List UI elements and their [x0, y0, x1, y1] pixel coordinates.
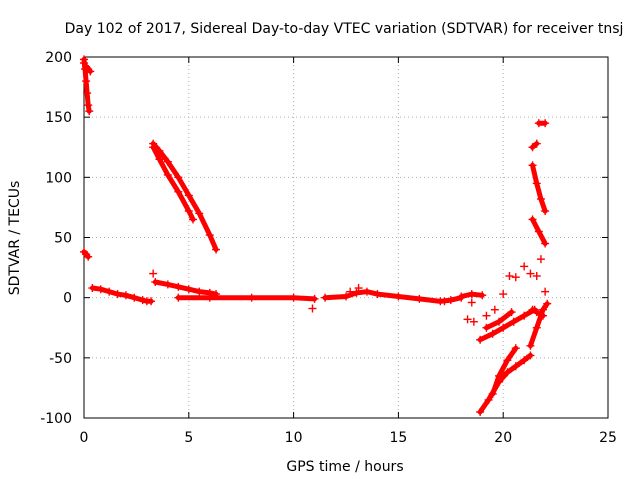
data-layer: [80, 55, 552, 416]
y-tick-label: 150: [45, 110, 72, 126]
x-tick-label: 20: [494, 430, 512, 446]
series-arc-rise-5: [534, 119, 550, 128]
grid-layer: [84, 57, 608, 418]
y-tick-label: -100: [40, 411, 72, 427]
x-tick-label: 10: [285, 430, 303, 446]
series-trace: [81, 60, 93, 74]
series-arc-late-plateau: [457, 290, 487, 301]
series-arc-rise-4: [528, 139, 541, 152]
series-arc-descending-1: [149, 139, 221, 254]
x-axis-label: GPS time / hours: [286, 459, 403, 475]
x-tick-label: 0: [80, 430, 89, 446]
series-trace: [150, 141, 219, 252]
series-arc-rise-2: [528, 161, 550, 216]
series-arc-mid: [321, 287, 466, 306]
series-trace: [530, 162, 548, 214]
chart-title: Day 102 of 2017, Sidereal Day-to-day VTE…: [65, 21, 624, 37]
series-arc-flat-main: [174, 293, 319, 303]
y-tick-label: 100: [45, 170, 72, 186]
plot-frame: [83, 56, 609, 419]
series-arc-rise-1: [526, 299, 552, 350]
y-axis-label: SDTVAR / TECUs: [7, 181, 23, 296]
series-arc-descending-2: [149, 143, 197, 224]
series-arc-neg-4: [482, 308, 516, 332]
series-isolated: [149, 269, 476, 313]
series-arc-early-high-2: [80, 59, 95, 76]
series-arc-rise-6: [528, 305, 548, 320]
series-trace: [477, 307, 538, 343]
series-arc-early-low: [80, 247, 93, 261]
x-tick-label: 25: [599, 430, 617, 446]
y-tick-label: 0: [63, 291, 72, 307]
y-tick-label: 200: [45, 50, 72, 66]
series-arc-neg-3: [476, 305, 539, 344]
y-tick-label: 50: [54, 231, 72, 247]
x-tick-label: 5: [184, 430, 193, 446]
axis-layer: 0 5 10 15 20 25 -100 -50 0 50 100 150 200: [40, 50, 617, 446]
series-arc-neg-2: [488, 344, 520, 398]
series-trace: [527, 301, 550, 349]
x-tick-label: 15: [389, 430, 407, 446]
series-arc-near-zero-1: [88, 284, 156, 306]
series-arc-rise-3: [528, 215, 550, 248]
series-trace: [490, 345, 519, 397]
series-arc-late-scatter: [463, 255, 550, 326]
y-tick-label: -50: [49, 351, 72, 367]
